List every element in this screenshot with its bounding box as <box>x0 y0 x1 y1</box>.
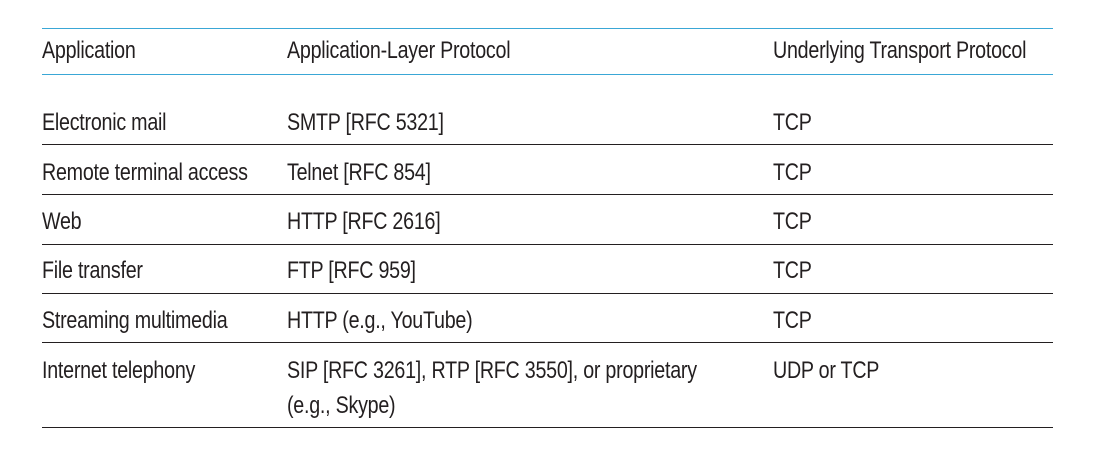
row-divider <box>42 144 1053 145</box>
row-1-application: Remote terminal access <box>42 159 248 186</box>
row-3-protocol: FTP [RFC 959] <box>287 257 416 284</box>
row-5-protocol: SIP [RFC 3261], RTP [RFC 3550], or propr… <box>287 357 697 384</box>
row-divider <box>42 342 1053 343</box>
row-4-application: Streaming multimedia <box>42 307 228 334</box>
header-bottom-rule <box>42 74 1053 75</box>
row-4-transport: TCP <box>773 307 812 334</box>
row-1-transport: TCP <box>773 159 812 186</box>
row-0-protocol: SMTP [RFC 5321] <box>287 109 444 136</box>
row-3-transport: TCP <box>773 257 812 284</box>
row-4-protocol: HTTP (e.g., YouTube) <box>287 307 473 334</box>
header-underlying-transport-protocol: Underlying Transport Protocol <box>773 37 1027 64</box>
row-divider <box>42 293 1053 294</box>
row-divider <box>42 244 1053 245</box>
row-0-application: Electronic mail <box>42 109 167 136</box>
row-2-transport: TCP <box>773 208 812 235</box>
table-bottom-rule <box>42 427 1053 428</box>
header-application-layer-protocol: Application-Layer Protocol <box>287 37 511 64</box>
row-2-protocol: HTTP [RFC 2616] <box>287 208 441 235</box>
row-2-application: Web <box>42 208 82 235</box>
row-divider <box>42 194 1053 195</box>
row-0-transport: TCP <box>773 109 812 136</box>
row-5-transport: UDP or TCP <box>773 357 880 384</box>
table-top-rule <box>42 28 1053 29</box>
header-application: Application <box>42 37 136 64</box>
row-5-protocol-line2: (e.g., Skype) <box>287 392 396 419</box>
row-1-protocol: Telnet [RFC 854] <box>287 159 431 186</box>
row-5-application: Internet telephony <box>42 357 196 384</box>
row-3-application: File transfer <box>42 257 143 284</box>
